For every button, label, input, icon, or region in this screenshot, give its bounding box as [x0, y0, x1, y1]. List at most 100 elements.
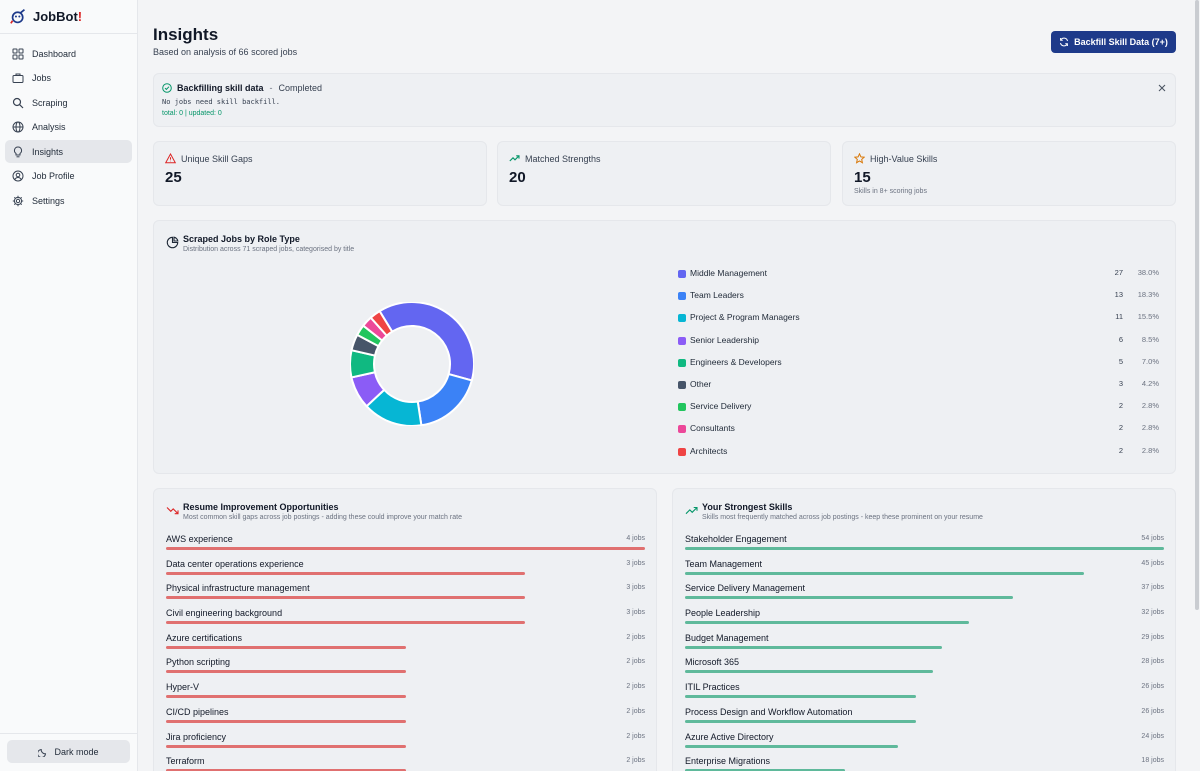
skill-bar-track: [166, 744, 645, 748]
legend-swatch: [678, 314, 686, 323]
skill-label: Microsoft 365: [685, 657, 740, 668]
sidebar-item-job-profile[interactable]: Job Profile: [5, 165, 132, 188]
skill-count: 3 jobs: [626, 609, 645, 617]
skill-bar-track: [166, 719, 645, 723]
skill-bar-track: [685, 645, 1164, 649]
legend-count: 11: [1115, 312, 1123, 322]
dashboard-icon: [12, 48, 24, 59]
chart-legend: Middle Management 27 38.0% Team Leaders 13 18…: [678, 264, 1159, 464]
scroll-thumb[interactable]: [1195, 0, 1199, 610]
legend-label: Middle Management: [690, 268, 768, 278]
star-icon: [854, 153, 865, 164]
stat-title: Matched Strengths: [509, 153, 601, 164]
strengths-subtitle: Skills most frequently matched across jo…: [702, 514, 983, 521]
skill-bar: [166, 645, 406, 649]
check-circle-icon: [162, 83, 172, 93]
skill-count: 2 jobs: [626, 707, 645, 715]
skill-row: Physical infrastructure management 3 jobs: [166, 581, 645, 606]
sidebar-item-analysis[interactable]: Analysis: [5, 116, 132, 139]
skill-row: Data center operations experience 3 jobs: [166, 557, 645, 582]
skill-bar: [685, 596, 1014, 600]
stat-note: Skills in 8+ scoring jobs: [854, 188, 927, 195]
skill-bar-track: [685, 744, 1164, 748]
legend-item: Other 3 4.2%: [678, 375, 1159, 397]
pie-chart-icon: [166, 236, 179, 249]
legend-label: Consultants: [690, 423, 735, 434]
strengths-list: Stakeholder Engagement 54 jobs Team Manage…: [685, 532, 1164, 771]
skill-bar-track: [685, 769, 1164, 771]
skill-row: People Leadership 32 jobs: [685, 606, 1164, 631]
brand[interactable]: JobBot!: [0, 0, 137, 34]
skill-row: Civil engineering background 3 jobs: [166, 606, 645, 631]
legend-swatch: [678, 447, 686, 456]
skill-count: 2 jobs: [626, 658, 645, 666]
trending-up-icon: [685, 506, 698, 515]
sidebar-item-label: Dashboard: [32, 48, 77, 59]
sidebar-item-dashboard[interactable]: Dashboard: [5, 42, 132, 65]
legend-count: 13: [1114, 290, 1123, 300]
skill-bar: [166, 571, 526, 575]
sidebar-item-settings[interactable]: Settings: [5, 190, 132, 213]
skill-count: 2 jobs: [626, 683, 645, 691]
skill-count: 2 jobs: [626, 732, 645, 740]
skill-count: 29 jobs: [1141, 633, 1164, 641]
skill-row: Hyper-V 2 jobs: [166, 680, 645, 705]
skill-label: Python scripting: [166, 657, 231, 668]
skill-label: Budget Management: [685, 632, 769, 643]
legend-item: Architects 2 2.8%: [678, 442, 1159, 464]
skill-bar: [685, 571, 1085, 575]
skill-count: 32 jobs: [1141, 609, 1164, 617]
scrollbar[interactable]: [1194, 0, 1200, 771]
skill-label: Service Delivery Management: [685, 583, 806, 594]
backfill-skill-data-button[interactable]: Backfill Skill Data (7+): [1051, 31, 1176, 53]
skill-row: Service Delivery Management 37 jobs: [685, 581, 1164, 606]
legend-item: Project & Program Managers 11 15.5%: [678, 308, 1159, 330]
sidebar-item-scraping[interactable]: Scraping: [5, 91, 132, 114]
page-title: Insights: [153, 25, 219, 44]
skill-label: AWS experience: [166, 534, 233, 544]
warning-triangle-icon: [165, 153, 176, 164]
skill-label: Azure certifications: [166, 632, 243, 643]
sidebar-item-label: Jobs: [32, 73, 52, 84]
skill-count: 4 jobs: [626, 535, 645, 542]
strongest-skills-card: Your Strongest Skills Skills most freque…: [672, 488, 1176, 771]
close-icon[interactable]: [1157, 83, 1167, 93]
dark-mode-button[interactable]: Dark mode: [7, 740, 130, 763]
sidebar-item-label: Analysis: [32, 122, 66, 133]
skill-count: 3 jobs: [626, 584, 645, 592]
sidebar-item-insights[interactable]: Insights: [5, 140, 132, 164]
donut-slice[interactable]: [378, 302, 474, 382]
legend-swatch: [678, 425, 686, 434]
dark-mode-label: Dark mode: [54, 746, 99, 757]
legend-label: Service Delivery: [690, 401, 752, 412]
skill-bar-track: [166, 695, 645, 699]
legend-item: Consultants 2 2.8%: [678, 419, 1159, 441]
legend-swatch: [678, 380, 686, 389]
sidebar-item-jobs[interactable]: Jobs: [5, 67, 132, 90]
skill-label: Azure Active Directory: [685, 731, 774, 742]
backfill-button-label: Backfill Skill Data (7+): [1074, 37, 1168, 47]
main-content: Insights Based on analysis of 66 scored …: [139, 0, 1200, 771]
skill-bar-track: [166, 769, 645, 771]
skill-bar-track: [685, 621, 1164, 625]
role-type-chart-card: Scraped Jobs by Role Type Distribution a…: [153, 220, 1176, 474]
stat-title: High-Value Skills: [854, 153, 937, 164]
legend-swatch: [678, 403, 686, 412]
alert-message: No jobs need skill backfill.: [162, 98, 281, 106]
gear-icon: [12, 195, 24, 207]
skill-label: Process Design and Workflow Automation: [685, 706, 853, 717]
donut-slice[interactable]: [369, 309, 394, 338]
skill-bar-track: [166, 670, 645, 674]
skill-row: Budget Management 29 jobs: [685, 631, 1164, 656]
improvements-header: Resume Improvement Opportunities Most co…: [166, 502, 462, 521]
donut-slice[interactable]: [416, 372, 474, 426]
legend-label: Architects: [690, 445, 728, 456]
sidebar-nav: Dashboard Jobs Scraping Analysis Insight…: [0, 34, 137, 222]
chart-subtitle: Distribution across 71 scraped jobs, cat…: [183, 246, 355, 253]
skill-bar-track: [166, 645, 645, 649]
skill-count: 26 jobs: [1141, 683, 1164, 691]
skill-bar: [685, 547, 1164, 550]
sidebar-item-label: Insights: [32, 146, 64, 157]
skill-bar: [166, 695, 406, 699]
skill-row: ITIL Practices 26 jobs: [685, 680, 1164, 705]
